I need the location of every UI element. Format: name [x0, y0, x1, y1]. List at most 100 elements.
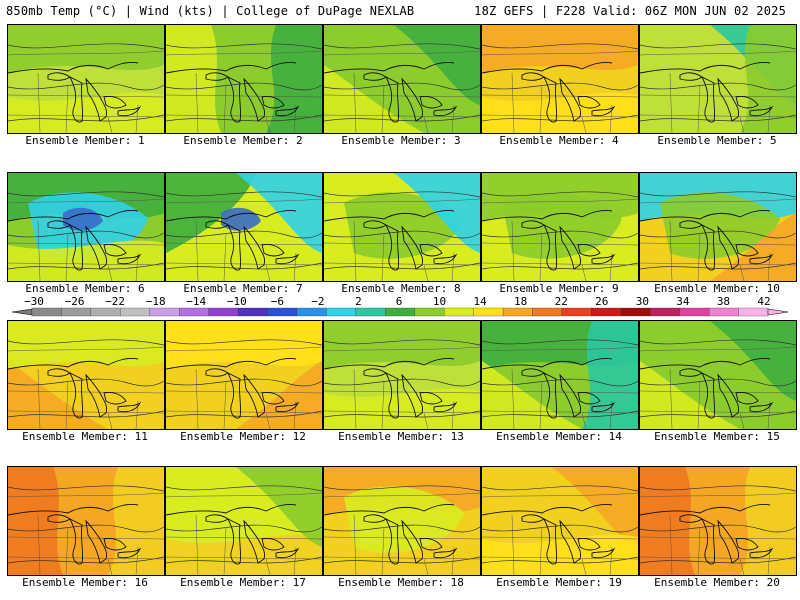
great-lakes-coastline: [419, 244, 443, 257]
state-border: [166, 262, 322, 266]
isotherm-contour: [8, 262, 164, 270]
state-border: [697, 232, 701, 281]
ensemble-member-label: Ensemble Member: 16: [22, 576, 148, 589]
state-border: [353, 220, 357, 281]
temperature-shading: [394, 173, 480, 253]
state-border: [8, 50, 164, 56]
great-lakes-coastline: [433, 401, 458, 413]
isotherm-contour: [324, 114, 480, 122]
state-border: [581, 558, 587, 575]
great-lakes-coastline: [679, 220, 703, 229]
isotherm-contour: [482, 524, 638, 533]
state-border: [324, 114, 480, 118]
temperature-shading: [482, 534, 638, 575]
great-lakes-coastline: [166, 358, 297, 370]
ensemble-member-map: [481, 172, 639, 282]
great-lakes-coastline: [363, 72, 387, 81]
isotherm-contour: [166, 114, 322, 122]
scale-max-arrow: [767, 308, 789, 316]
great-lakes-coastline: [401, 519, 423, 564]
isotherm-contour: [324, 82, 480, 91]
great-lakes-coastline: [324, 504, 455, 516]
temperature-shading: [166, 534, 322, 575]
great-lakes-coastline: [85, 225, 107, 270]
great-lakes-coastline: [749, 105, 774, 117]
state-border: [324, 346, 480, 352]
state-border: [767, 546, 771, 575]
temperature-field: [166, 467, 322, 575]
state-border: [640, 94, 796, 98]
scale-color-bin: [326, 307, 356, 317]
state-border: [353, 72, 357, 133]
state-border: [482, 492, 638, 498]
ensemble-member-label: Ensemble Member: 10: [654, 282, 780, 295]
state-border: [8, 262, 164, 266]
state-border: [223, 84, 227, 133]
isotherm-contour: [482, 556, 638, 564]
ensemble-member-map: [165, 320, 323, 430]
temperature-shading: [8, 321, 164, 369]
state-border: [166, 556, 322, 560]
great-lakes-coastline: [47, 368, 71, 377]
scale-tick-label: 2: [355, 295, 362, 308]
great-lakes-coastline: [640, 504, 771, 516]
state-border: [8, 556, 164, 560]
great-lakes-coastline: [700, 223, 716, 271]
temperature-shading: [482, 361, 582, 429]
state-border: [640, 556, 796, 560]
ensemble-member-map: [639, 172, 797, 282]
temperature-shading: [324, 65, 424, 133]
ensemble-member-map: [7, 320, 165, 430]
great-lakes-coastline: [363, 368, 387, 377]
state-border: [324, 536, 480, 540]
isotherm-contour: [8, 43, 164, 50]
state-border: [135, 252, 139, 281]
scale-min-arrow: [11, 308, 33, 316]
temperature-shading: [640, 361, 740, 429]
state-border: [223, 526, 227, 575]
great-lakes-coastline: [433, 547, 458, 559]
scale-color-bin: [502, 307, 533, 317]
great-lakes-coastline: [68, 371, 84, 419]
temperature-field: [482, 321, 638, 429]
great-lakes-coastline: [591, 105, 616, 117]
state-border: [135, 104, 139, 133]
state-border: [293, 104, 297, 133]
state-border: [166, 198, 322, 204]
ensemble-member-label: Ensemble Member: 8: [341, 282, 461, 295]
ensemble-member-map: [323, 24, 481, 134]
isotherm-contour: [166, 43, 322, 50]
temperature-shading: [660, 192, 780, 259]
ensemble-member-label: Ensemble Member: 15: [654, 430, 780, 443]
state-border: [609, 252, 613, 281]
great-lakes-coastline: [419, 538, 443, 551]
state-border: [539, 526, 543, 575]
scale-color-bin: [296, 307, 327, 317]
great-lakes-coastline: [117, 547, 142, 559]
scale-tick-label: −26: [65, 295, 85, 308]
temperature-field: [324, 25, 480, 133]
state-border: [324, 198, 480, 204]
ensemble-member-label: Ensemble Member: 12: [180, 430, 306, 443]
great-lakes-coastline: [324, 210, 455, 222]
map-title: 850mb Temp (°C) | Wind (kts) | College o…: [6, 4, 415, 18]
great-lakes-coastline: [384, 371, 400, 419]
isotherm-contour: [8, 378, 164, 387]
ensemble-member-map: [481, 320, 639, 430]
scale-tick-label: −2: [311, 295, 324, 308]
state-border: [767, 104, 771, 133]
state-border: [107, 412, 113, 429]
state-border: [669, 368, 673, 429]
ensemble-member-map: [165, 466, 323, 576]
scale-color-bin: [208, 307, 239, 317]
great-lakes-coastline: [419, 96, 443, 109]
great-lakes-coastline: [103, 538, 127, 551]
ensemble-member-label: Ensemble Member: 7: [183, 282, 303, 295]
scale-color-bin: [149, 307, 180, 317]
isotherm-contour: [166, 339, 322, 346]
temperature-field: [8, 321, 164, 429]
state-border: [482, 262, 638, 266]
temperature-field: [482, 173, 638, 281]
isotherm-contour: [166, 230, 322, 239]
state-border: [107, 264, 113, 281]
